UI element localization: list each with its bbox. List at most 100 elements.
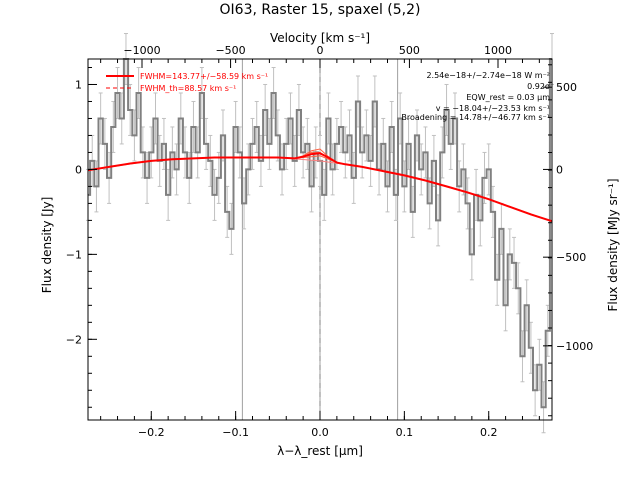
spectrum-point [382,143,384,145]
spectrum-point [365,134,367,137]
spectrum-point [353,177,355,179]
top-tick-label: 1000 [484,44,512,57]
spectrum-point [462,168,465,171]
annotation-broadening: Broadening = 14.78+/−46.77 km s⁻¹ [401,113,550,122]
spectrum-point [547,330,549,332]
y-axis-label: Flux density [Jy] [40,197,54,294]
spectrum-point [340,126,342,128]
spectrum-point [222,134,224,137]
top-tick-label: 500 [399,44,420,57]
annotation-sigma: 0.92σ [527,82,550,91]
spectrum-point [264,109,266,111]
spectrum-point [133,134,135,137]
spectrum-point [175,168,178,171]
spectrum-point [407,143,410,145]
spectrum-point [488,168,490,171]
spectrum-point [298,109,300,111]
spectrum-point [285,143,287,145]
spectrum-point [306,143,308,145]
legend-dashed-label: FWHM_th=88.57 km s⁻¹ [140,84,236,93]
spectrum-point [142,151,144,154]
spectrum-point [500,228,502,230]
spectrum-point [433,160,435,162]
x-axis-label: λ−λ_rest [μm] [277,444,363,458]
spectrum-point [496,279,498,281]
spectrum-point [357,100,359,103]
spectrum-point [167,194,169,196]
spectrum-point [230,228,233,230]
spectrum-point [171,151,173,154]
spectrum-point [450,143,452,145]
spectrum-point [163,143,165,145]
spectrum-point [534,389,536,391]
spectrum-point [243,202,245,204]
spectrum-point [201,92,203,94]
spectrum-point [100,117,102,120]
spectrum-point [260,160,262,162]
x-tick-label: −0.1 [222,426,249,439]
spectrum-point [239,151,241,154]
annotation-velocity: v = −18.04+/−23.53 km s⁻¹ [436,104,550,113]
spectrum-point [336,143,338,145]
spectrum-point [483,177,486,179]
spectrum-point [154,117,157,120]
x-tick-label: −0.2 [138,426,165,439]
spectrum-point [129,109,131,111]
spectrum-point [205,143,207,145]
legend-solid-label: FWHM=143.77+/−58.59 km s⁻¹ [140,72,268,81]
spectrum-point [513,262,515,264]
top-tick-label: 0 [317,44,324,57]
spectrum-point [310,185,313,188]
spectrum-point [542,406,545,408]
spectrum-point [403,185,405,188]
top-tick-label: −1000 [123,44,160,57]
spectrum-point [289,117,292,120]
spectrum-point [391,126,393,128]
right-tick-label: 0 [556,163,563,176]
spectrum-point [281,168,283,171]
spectrum-point [441,151,443,154]
spectrum-point [437,219,439,221]
spectrum-point [471,253,473,255]
spectrum-point [302,151,304,154]
spectrum-point [213,194,216,196]
spectrum-point [348,134,351,137]
y-tick-label: 1 [75,78,82,91]
top-tick-label: −500 [215,44,245,57]
y-tick-label: −2 [66,333,82,346]
spectrum-point [104,143,106,145]
spectrum-point [429,202,431,204]
spectrum-point [108,177,110,179]
spectrum-point [505,304,507,306]
spectrum-point [138,92,140,94]
spectrum-point [226,211,228,213]
spectrum-point [327,117,330,120]
spectrum-point [521,355,524,357]
spectrum-point [251,143,254,145]
spectrum-point [370,160,372,162]
spectrum-point [184,151,186,154]
axes: −0.2 −0.1 0.0 0.1 0.2 −1000 −500 0 500 1000 −2 −1 0 1… [66,44,593,439]
right-tick-label: −1000 [556,340,593,353]
spectrum-point [445,109,448,111]
spectrum-point [256,126,258,128]
spectrum-point [530,347,532,349]
y-tick-label: −1 [66,248,82,261]
spectrum-point [268,143,270,145]
spectrum-point [121,117,123,120]
spectrum-point [273,92,275,94]
spectrum-point [197,151,199,154]
spectrum-point [526,304,528,306]
right-tick-label: −500 [556,251,586,264]
spectrum-point [218,177,220,179]
spectrum-point [395,194,397,196]
spectrum-point [374,100,376,103]
spectrum-point [116,92,119,94]
spectrum-point [386,185,389,188]
spectrum-point [235,126,237,128]
spectrum-point [323,194,325,196]
annotations: 2.54e−18+/−2.74e−18 W m⁻² 0.92σ EQW_rest… [401,71,550,122]
right-tick-label: 500 [556,81,577,94]
spectrum-point [424,151,427,154]
right-axis-label: Flux density [MJy sr⁻¹] [606,178,620,311]
